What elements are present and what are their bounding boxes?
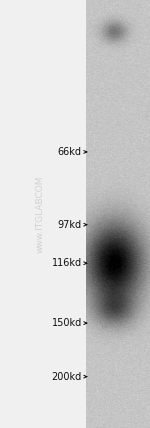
- Text: 97kd: 97kd: [58, 220, 82, 230]
- Text: 200kd: 200kd: [51, 372, 82, 382]
- Text: www.ITGLABCOM: www.ITGLABCOM: [36, 175, 45, 253]
- Bar: [0, 0, 86, 428]
- Text: 66kd: 66kd: [58, 147, 82, 157]
- Text: 150kd: 150kd: [51, 318, 82, 328]
- Text: 116kd: 116kd: [52, 258, 82, 268]
